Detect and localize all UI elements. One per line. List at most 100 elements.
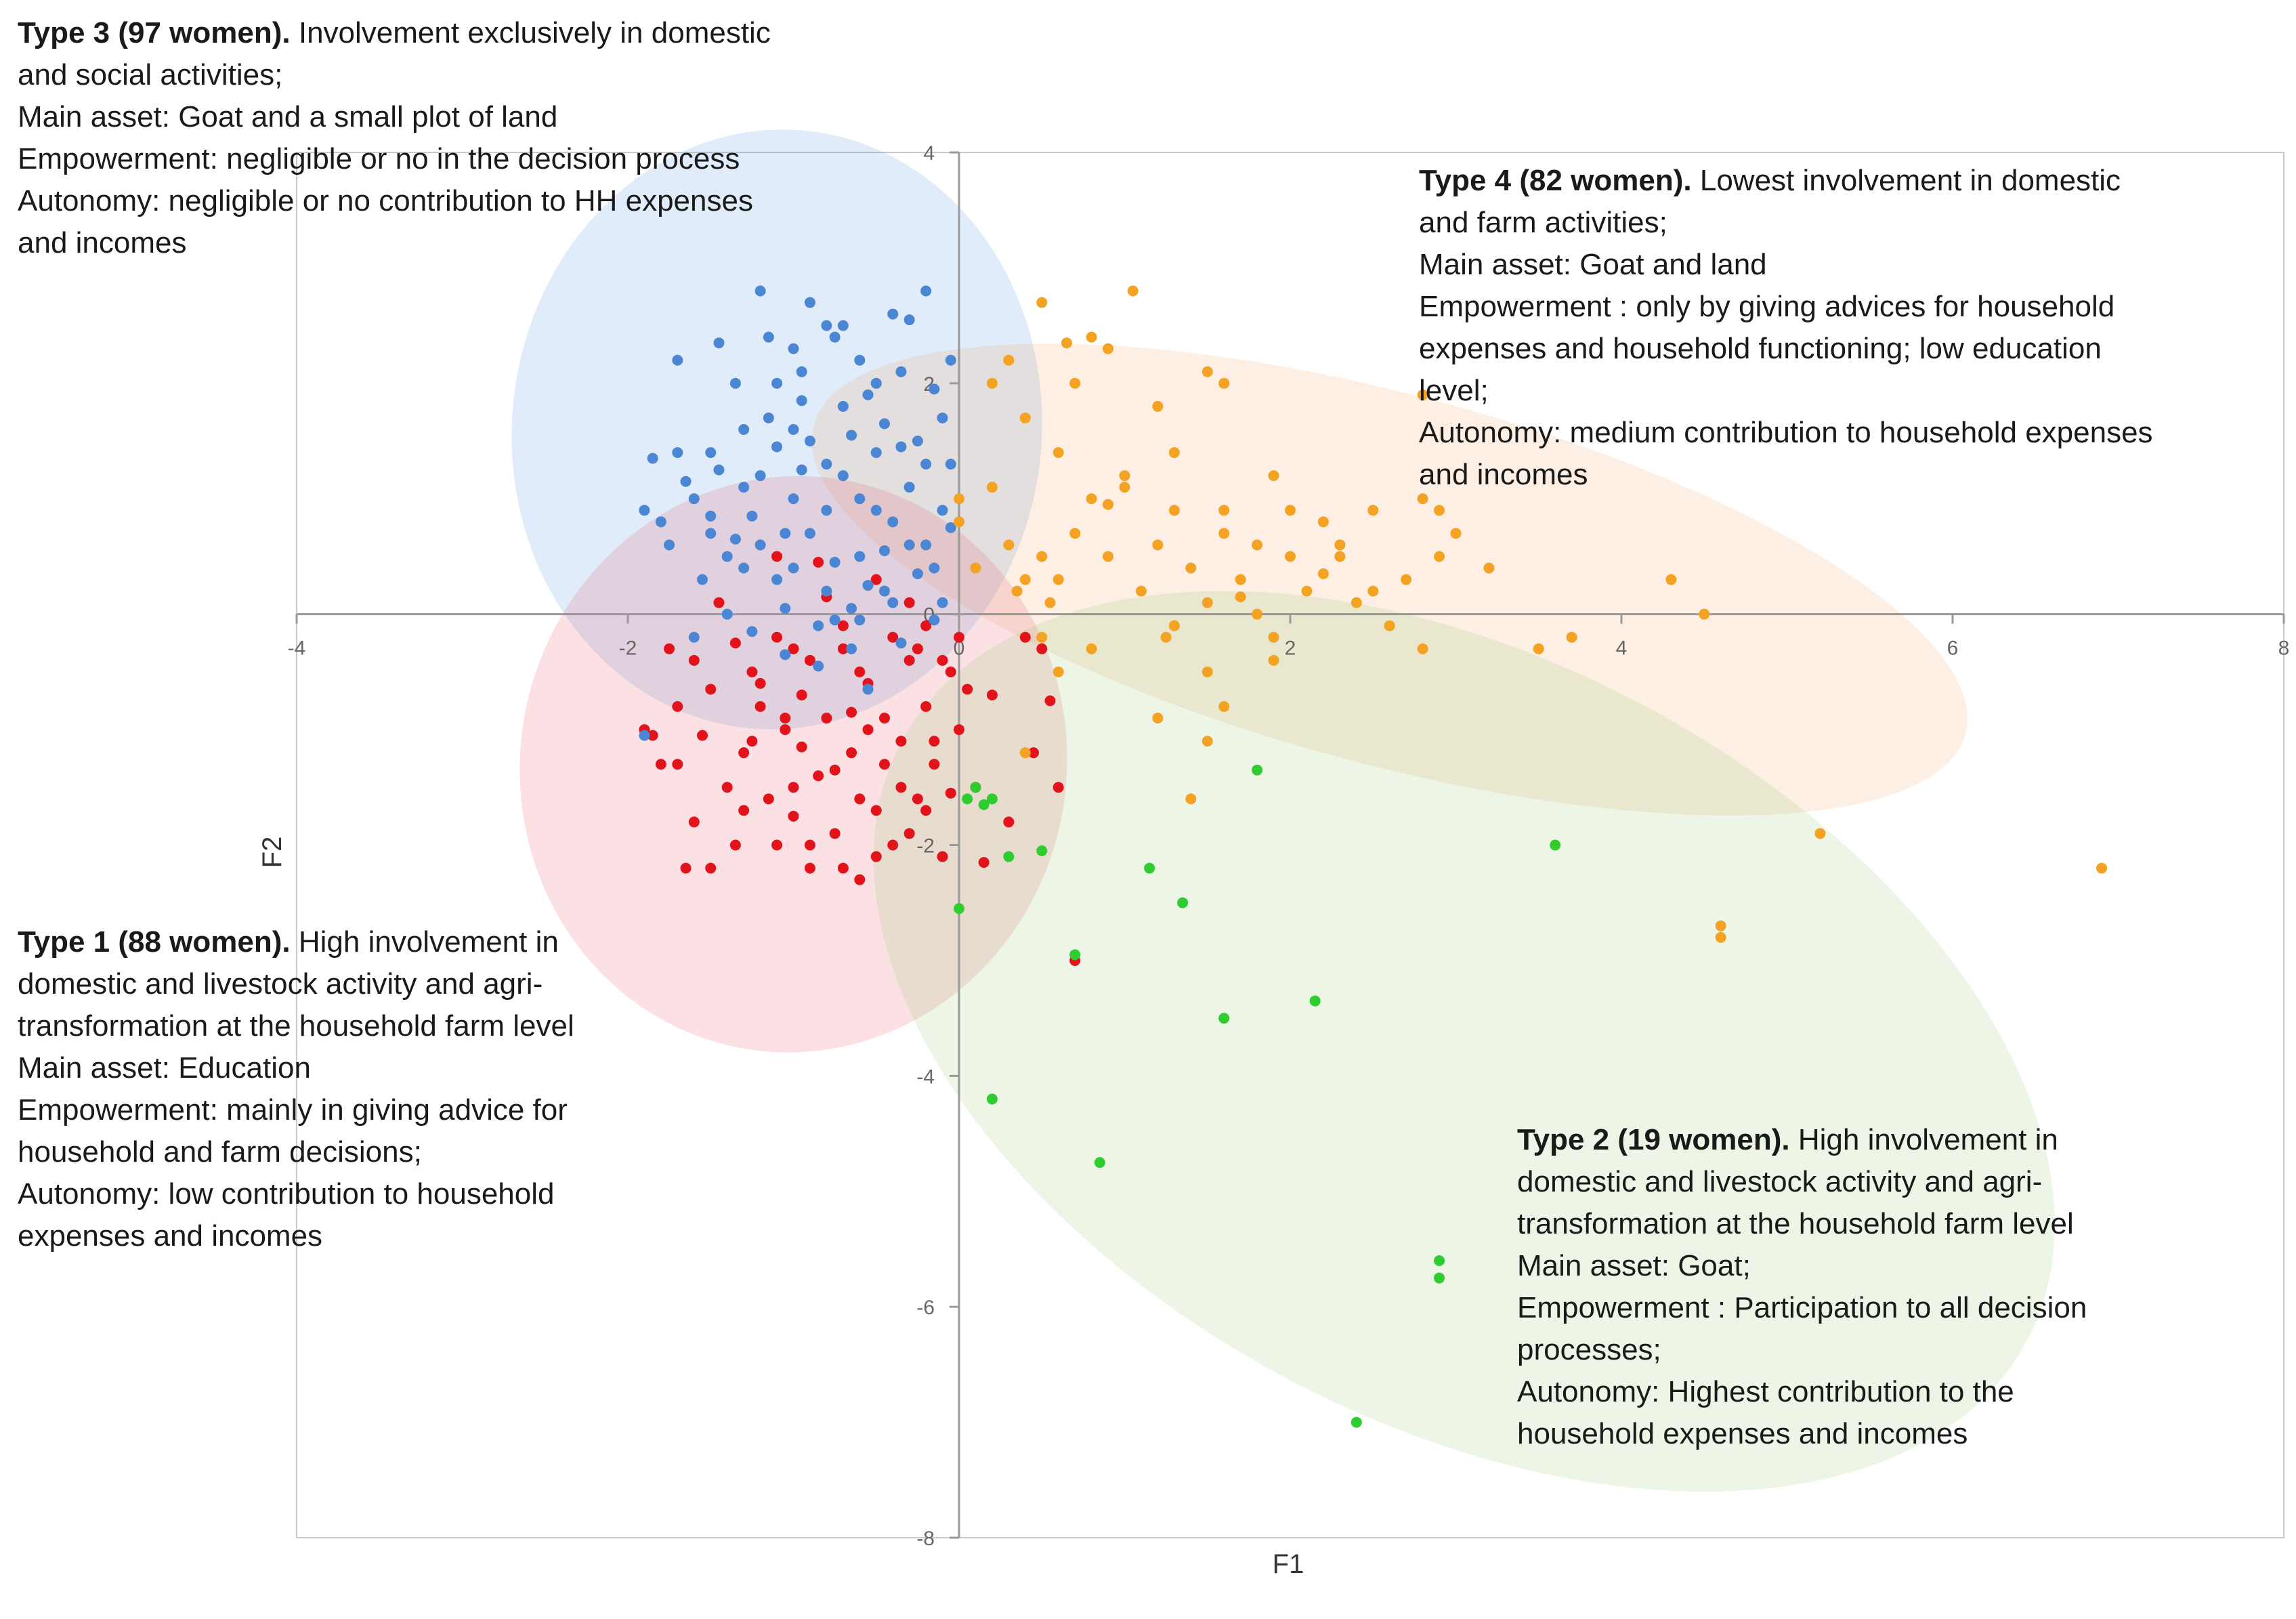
point-type-2	[1550, 839, 1561, 851]
point-type-3	[870, 505, 882, 516]
point-type-3	[846, 603, 857, 614]
point-type-4	[1317, 516, 1329, 528]
point-type-4	[1202, 666, 1213, 677]
point-type-3	[655, 516, 666, 528]
point-type-1	[920, 805, 932, 816]
point-type-4	[1268, 470, 1279, 482]
point-type-1	[895, 782, 907, 793]
point-type-3	[862, 684, 874, 695]
point-type-1	[754, 701, 766, 712]
point-type-1	[937, 851, 948, 862]
point-type-1	[870, 574, 882, 585]
point-type-1	[929, 759, 940, 770]
point-type-3	[763, 412, 774, 423]
point-type-4	[1003, 539, 1015, 551]
point-type-4	[1053, 574, 1064, 585]
point-type-3	[754, 285, 766, 297]
point-type-1	[1003, 816, 1015, 828]
point-type-3	[821, 585, 832, 597]
point-type-4	[1044, 597, 1056, 608]
point-type-1	[929, 736, 940, 747]
point-type-2	[986, 793, 998, 805]
annotation-type4-line: and farm activities;	[1419, 206, 1667, 239]
point-type-1	[878, 713, 890, 724]
point-type-3	[895, 366, 907, 377]
point-type-4	[1235, 574, 1246, 585]
point-type-3	[870, 447, 882, 459]
annotation-type1-line: Empowerment: mainly in giving advice for	[18, 1093, 568, 1127]
y-tick-label: 4	[923, 142, 935, 165]
point-type-3	[837, 400, 849, 412]
annotation-type2-line: Autonomy: Highest contribution to the	[1517, 1375, 2014, 1408]
point-type-4	[1103, 343, 1114, 354]
region-type-3	[511, 129, 1042, 730]
point-type-1	[688, 816, 700, 828]
point-type-2	[1036, 845, 1048, 857]
annotation-type4-line: and incomes	[1419, 458, 1588, 491]
annotation-type3-line: and social activities;	[18, 58, 283, 91]
point-type-4	[1665, 574, 1677, 585]
point-type-1	[771, 839, 783, 851]
point-type-1	[821, 713, 832, 724]
point-type-3	[937, 597, 948, 608]
point-type-3	[804, 436, 815, 447]
point-type-4	[1533, 643, 1544, 654]
point-type-1	[887, 839, 899, 851]
point-type-4	[1152, 539, 1164, 551]
point-type-3	[721, 551, 733, 562]
point-type-3	[788, 343, 799, 354]
annotation-type2-title: Type 2 (19 women).	[1517, 1123, 1790, 1156]
point-type-4	[1119, 470, 1130, 482]
point-type-3	[738, 562, 750, 574]
point-type-3	[721, 608, 733, 620]
annotation-type3: Type 3 (97 women). Involvement exclusive…	[18, 12, 771, 264]
point-type-1	[729, 839, 741, 851]
point-type-4	[1401, 574, 1412, 585]
point-type-4	[1351, 597, 1362, 608]
point-type-1	[986, 689, 998, 700]
point-type-1	[729, 637, 741, 649]
point-type-1	[854, 793, 866, 805]
point-type-1	[697, 730, 708, 741]
point-type-4	[954, 493, 964, 505]
point-type-1	[1036, 643, 1048, 654]
point-type-3	[729, 533, 741, 545]
point-type-1	[788, 782, 799, 793]
annotation-type2-line: domestic and livestock activity and agri…	[1517, 1165, 2043, 1198]
point-type-3	[829, 331, 841, 343]
point-type-2	[1003, 851, 1015, 862]
point-type-4	[1699, 608, 1710, 620]
annotation-type1-line: Autonomy: low contribution to household	[18, 1177, 555, 1211]
point-type-4	[1715, 931, 1726, 943]
point-type-3	[821, 320, 832, 331]
point-type-4	[1434, 551, 1445, 562]
x-tick-label: -4	[288, 637, 306, 660]
point-type-1	[672, 701, 683, 712]
point-type-1	[672, 759, 683, 770]
point-type-2	[1434, 1272, 1445, 1284]
x-tick-label: 8	[2278, 637, 2290, 660]
point-type-3	[829, 614, 841, 626]
point-type-4	[1185, 562, 1197, 574]
annotation-type4-title: Type 4 (82 women).	[1419, 164, 1692, 197]
annotation-type3-line: Main asset: Goat and a small plot of lan…	[18, 100, 558, 133]
point-type-3	[771, 441, 783, 453]
point-type-3	[738, 424, 750, 435]
point-type-4	[1268, 654, 1279, 666]
point-type-1	[788, 643, 799, 654]
annotation-type1-title: Type 1 (88 women).	[18, 925, 291, 959]
point-type-1	[680, 862, 692, 874]
annotation-type1-line: domestic and livestock activity and agri…	[18, 967, 543, 1001]
point-type-2	[1177, 897, 1189, 908]
point-type-3	[903, 482, 915, 493]
point-type-2	[1069, 949, 1081, 961]
point-type-1	[804, 862, 815, 874]
point-type-3	[780, 528, 791, 539]
point-type-3	[945, 459, 956, 470]
point-type-3	[788, 424, 799, 435]
point-type-4	[1135, 585, 1147, 597]
point-type-4	[1450, 528, 1462, 539]
annotation-type2-line: transformation at the household farm lev…	[1517, 1207, 2074, 1240]
point-type-1	[837, 643, 849, 654]
